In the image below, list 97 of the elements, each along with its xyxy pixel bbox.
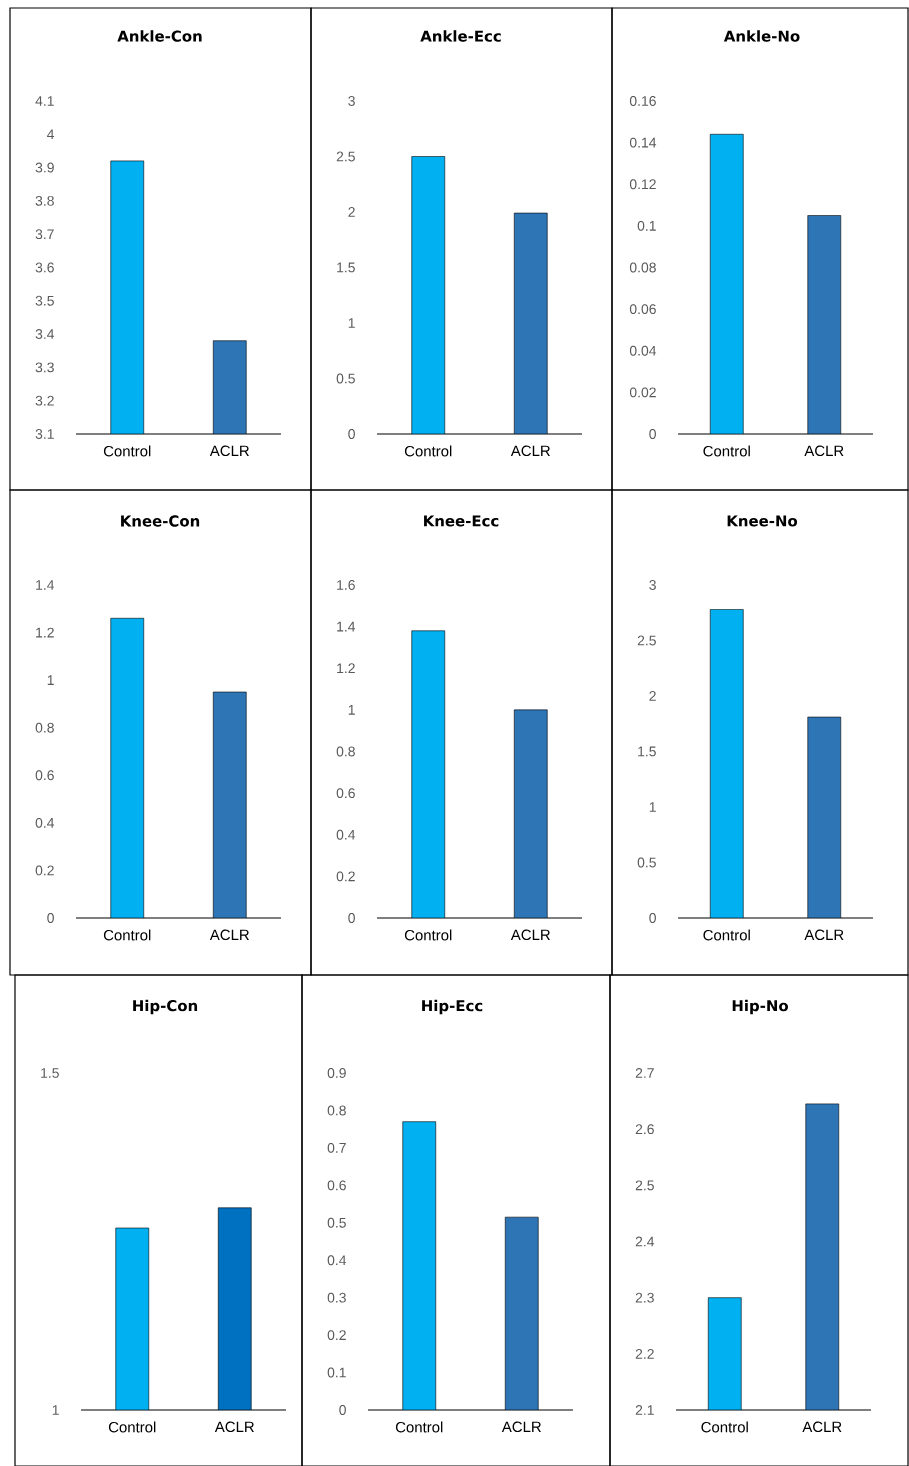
y-tick-label: 0.7	[327, 1142, 346, 1153]
y-tick-label: 1	[649, 802, 656, 812]
x-tick-label: Control	[108, 1421, 156, 1433]
y-tick-label: 0.08	[629, 262, 656, 273]
y-tick-label: 1	[348, 705, 355, 715]
y-tick-label: 2.5	[637, 635, 656, 646]
x-tick-label: ACLR	[804, 445, 844, 457]
y-tick-label: 1.2	[36, 627, 54, 638]
y-tick-label: 1.6	[337, 580, 355, 590]
x-tick-label: ACLR	[510, 929, 550, 941]
y-tick-label: 1	[52, 1405, 59, 1415]
y-tick-label: 0.3	[327, 1292, 346, 1303]
y-tick-label: 0	[649, 429, 656, 439]
y-tick-label: 3.6	[35, 262, 54, 273]
y-tick-label: 0	[649, 913, 656, 923]
y-tick-label: 2.6	[635, 1124, 654, 1135]
y-tick-label: 0.02	[629, 387, 656, 398]
x-tick-label: Control	[103, 445, 151, 457]
y-tick-label: 4.1	[35, 96, 54, 106]
chart-title: Hip-Con	[133, 999, 198, 1015]
y-tick-label: 0.04	[629, 345, 657, 356]
y-tick-label: 0.6	[35, 770, 54, 781]
y-tick-label: 3.2	[35, 395, 54, 406]
y-tick-label: 3.8	[35, 195, 54, 206]
y-tick-label: 1.4	[36, 580, 55, 590]
y-tick-label: 3.5	[35, 295, 54, 306]
x-tick-label: ACLR	[209, 445, 249, 457]
y-tick-label: 0	[348, 913, 355, 923]
x-tick-label: Control	[703, 929, 750, 941]
x-tick-label: Control	[703, 445, 750, 457]
y-tick-label: 0.2	[327, 1330, 346, 1341]
y-tick-label: 2	[649, 691, 656, 701]
y-tick-label: 2.3	[635, 1292, 654, 1303]
y-tick-label: 3.3	[35, 362, 54, 373]
y-tick-label: 0.2	[336, 871, 355, 882]
y-tick-label: 0.8	[327, 1105, 346, 1116]
y-tick-label: 1.5	[337, 262, 355, 273]
y-tick-label: 3.7	[35, 229, 54, 240]
y-tick-label: 2	[348, 207, 355, 217]
chart-title: Knee-No	[727, 515, 798, 527]
chart-title: Knee-Ecc	[424, 515, 499, 527]
y-tick-label: 1	[348, 318, 355, 328]
y-tick-label: 3.9	[35, 162, 54, 173]
y-tick-label: 0.9	[327, 1068, 346, 1078]
chart-title: Ankle-Con	[117, 30, 202, 42]
y-tick-label: 0.16	[629, 96, 656, 106]
y-tick-label: 0.5	[327, 1217, 346, 1228]
y-tick-label: 3.1	[35, 429, 54, 439]
x-tick-label: Control	[103, 929, 151, 941]
x-tick-label: ACLR	[209, 929, 249, 941]
y-tick-label: 4	[47, 129, 55, 140]
chart-title: Ankle-No	[723, 30, 800, 42]
y-tick-label: 0.4	[336, 829, 356, 840]
y-tick-label: 0.6	[336, 788, 355, 799]
y-tick-label: 0.1	[637, 220, 656, 231]
y-tick-label: 0	[47, 913, 54, 923]
y-tick-label: 0.06	[629, 304, 656, 315]
x-tick-label: ACLR	[510, 445, 550, 457]
y-tick-label: 0.8	[336, 746, 355, 757]
y-tick-label: 0.8	[35, 722, 54, 733]
y-tick-label: 2.7	[635, 1068, 654, 1078]
y-tick-label: 3	[348, 96, 355, 106]
chart-title: Ankle-Ecc	[420, 30, 501, 42]
chart-title: Hip-No	[732, 999, 789, 1015]
y-tick-label: 2.5	[635, 1180, 654, 1191]
x-tick-label: ACLR	[802, 1421, 842, 1433]
y-tick-label: 1.4	[337, 621, 356, 632]
x-tick-label: Control	[404, 929, 452, 941]
x-tick-label: Control	[404, 445, 452, 457]
y-tick-label: 0.6	[327, 1180, 346, 1191]
y-tick-label: 3.4	[35, 329, 55, 340]
y-tick-label: 1.5	[41, 1068, 59, 1078]
x-tick-label: ACLR	[214, 1421, 254, 1433]
x-tick-label: ACLR	[804, 929, 844, 941]
x-tick-label: Control	[701, 1421, 748, 1433]
y-tick-label: 2.2	[635, 1348, 654, 1359]
y-tick-label: 0.5	[336, 373, 355, 384]
y-tick-label: 0.2	[35, 865, 54, 876]
chart-title: Hip-Ecc	[422, 999, 483, 1015]
y-tick-label: 0.12	[629, 179, 656, 190]
y-tick-label: 1.5	[638, 746, 656, 757]
y-tick-label: 1	[47, 675, 54, 685]
y-tick-label: 0.5	[637, 857, 656, 868]
y-tick-label: 0.4	[327, 1255, 347, 1266]
y-tick-label: 2.5	[336, 151, 355, 162]
y-tick-label: 0	[339, 1405, 346, 1415]
x-tick-label: ACLR	[501, 1421, 541, 1433]
y-tick-label: 3	[649, 580, 656, 590]
y-tick-label: 0.4	[35, 817, 55, 828]
chart-title: Knee-Con	[121, 515, 200, 527]
x-tick-label: Control	[395, 1421, 443, 1433]
y-tick-label: 0.1	[327, 1367, 346, 1378]
y-tick-label: 2.4	[635, 1236, 655, 1247]
y-tick-label: 0	[348, 429, 355, 439]
y-tick-label: 0.14	[629, 137, 657, 148]
y-tick-label: 1.2	[337, 663, 355, 674]
y-tick-label: 2.1	[635, 1405, 654, 1415]
